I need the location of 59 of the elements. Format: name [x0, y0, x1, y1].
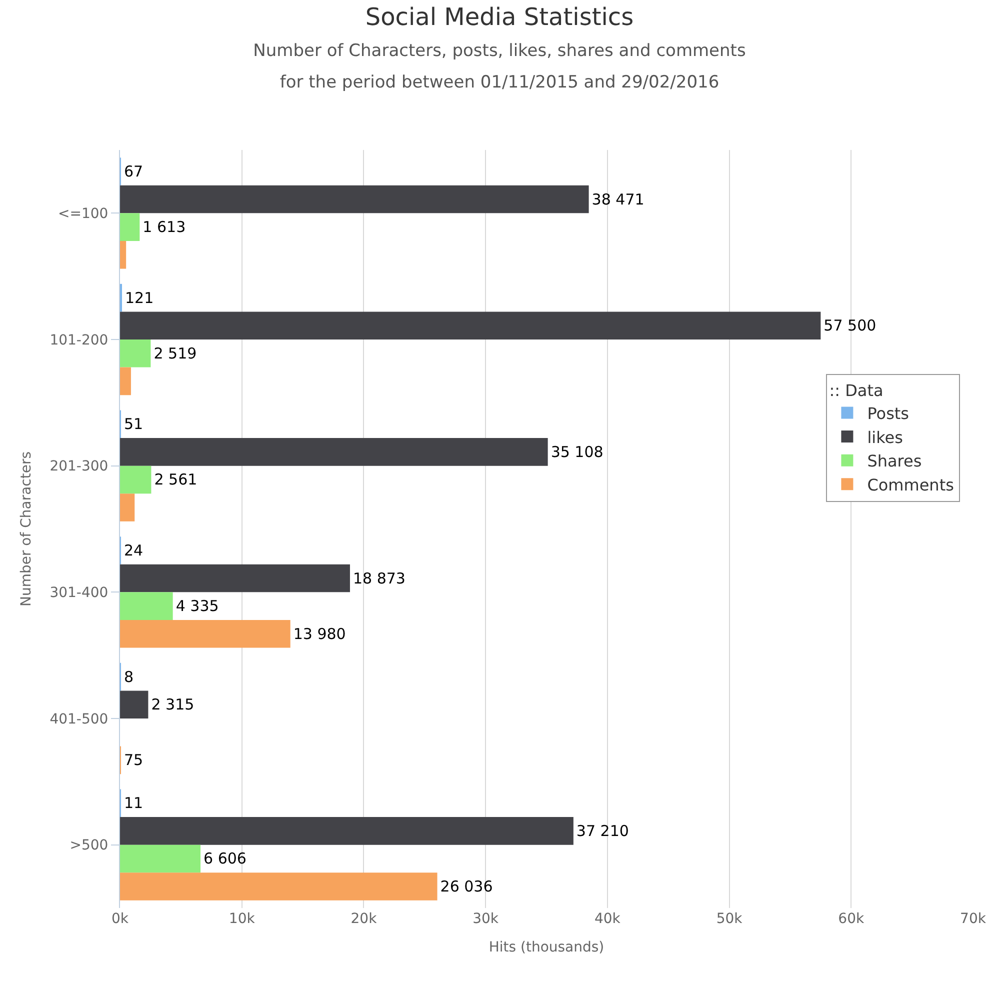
data-label: 75: [124, 751, 144, 770]
chart-title: Social Media Statistics: [365, 2, 634, 31]
y-axis-title: Number of Characters: [18, 451, 34, 607]
data-label: 4 335: [176, 597, 219, 616]
data-label: 67: [124, 162, 144, 180]
data-label: 6 606: [204, 850, 246, 868]
legend-label: Comments: [867, 475, 954, 494]
data-label: 121: [125, 288, 154, 307]
data-label: 57 500: [824, 316, 876, 335]
legend-label: likes: [867, 428, 903, 447]
data-label: 35 108: [550, 442, 604, 461]
bar: [120, 872, 438, 900]
x-tick-label: 70k: [960, 911, 987, 927]
data-label: 1 613: [142, 218, 186, 236]
bar: [120, 494, 135, 522]
bar: [120, 466, 152, 494]
bar: [120, 213, 140, 241]
bar: [120, 620, 290, 648]
y-tick-label: 401-500: [50, 711, 108, 728]
x-tick-label: 30k: [472, 911, 500, 927]
data-label: 2 519: [154, 344, 197, 362]
bar: [120, 690, 148, 718]
bar: [120, 592, 173, 620]
data-label: 26 036: [440, 878, 493, 896]
x-tick-label: 50k: [716, 911, 744, 927]
bar: [120, 817, 574, 845]
data-label: 2 561: [154, 470, 198, 489]
y-tick-label: 201-300: [50, 458, 108, 475]
data-label: 38 471: [592, 190, 644, 208]
data-label: 18 873: [352, 569, 406, 588]
bar: [120, 844, 200, 873]
bar: [120, 340, 151, 368]
legend-label: Posts: [867, 404, 910, 423]
bar: [120, 240, 126, 269]
x-tick-label: 0k: [111, 911, 130, 927]
x-tick-label: 20k: [350, 911, 378, 927]
data-label: 51: [124, 415, 144, 434]
x-axis-title: Hits (thousands): [488, 939, 604, 956]
chart-subtitle: Number of Characters, posts, likes, shares and comments for the period between 01/11/2015 and 29/02/2016: [253, 41, 746, 92]
legend-title: :: Data: [829, 380, 884, 400]
bar: [120, 438, 548, 466]
y-tick-label: >500: [70, 838, 108, 854]
bar: [120, 367, 131, 396]
bar: [120, 564, 350, 592]
data-label: 2 315: [151, 696, 194, 714]
y-tick-label: 101-200: [50, 332, 108, 348]
bar: [120, 312, 821, 340]
y-tick-label: 301-400: [50, 585, 108, 602]
bar: [120, 185, 589, 214]
x-tick-label: 60k: [838, 911, 865, 927]
data-label: 37 210: [576, 822, 629, 840]
x-tick-label: 40k: [594, 911, 622, 927]
data-label: 11: [124, 794, 144, 812]
data-label: 24: [124, 541, 144, 560]
y-tick-label: <=100: [58, 206, 108, 222]
data-label: 8: [124, 668, 134, 686]
data-label: 13 980: [293, 624, 346, 643]
x-tick-label: 10k: [228, 911, 256, 927]
legend-label: Shares: [867, 452, 922, 471]
